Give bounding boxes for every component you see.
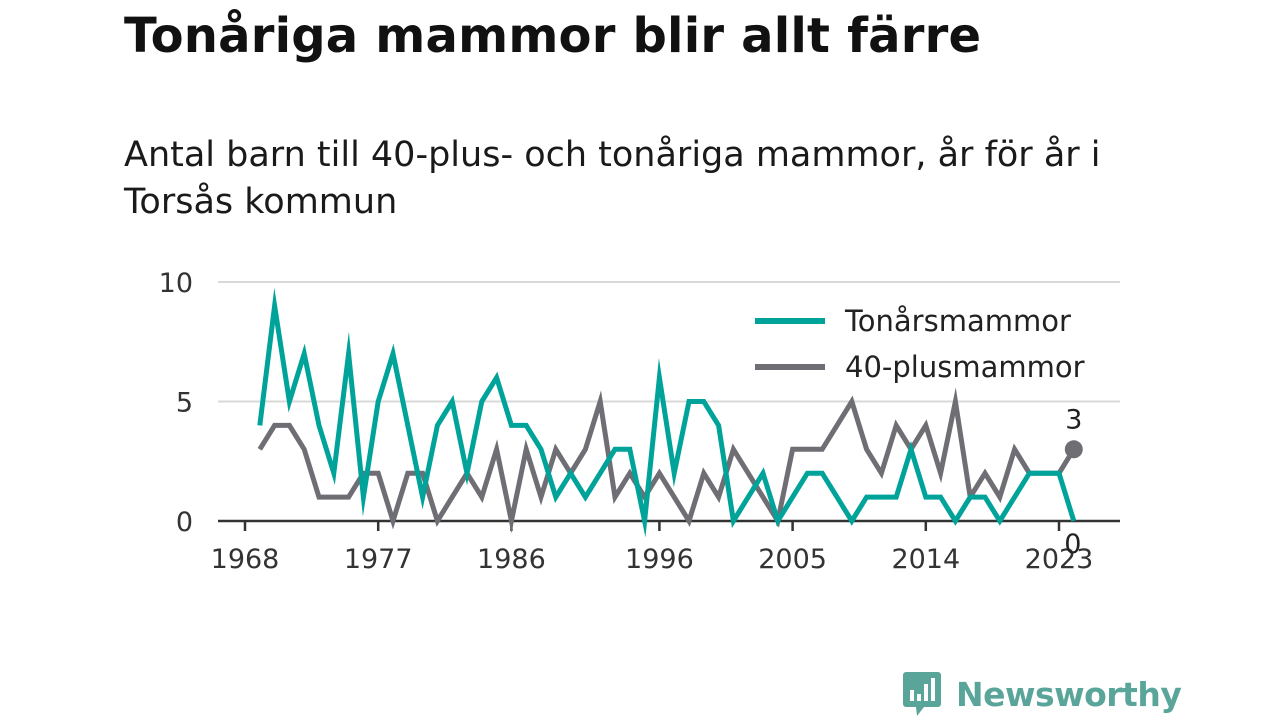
chart-subtitle: Antal barn till 40-plus- och tonåriga ma… (124, 135, 1101, 222)
x-tick-label: 1996 (625, 544, 694, 575)
x-tick-label: 1968 (211, 544, 280, 575)
end-value-label: 3 (1065, 404, 1082, 435)
legend-label-0: Tonårsmammor (844, 304, 1071, 338)
x-axis-labels: 1968 1977 1986 1996 2005 2014 2023 (211, 544, 1094, 575)
x-tick-label: 2005 (758, 544, 827, 575)
x-tick-label: 2014 (891, 544, 960, 575)
chart-title: Tonåriga mammor blir allt färre (124, 8, 982, 64)
bar-chart-speech-bubble-icon (903, 672, 941, 716)
x-tick-label: 2023 (1025, 544, 1094, 575)
y-tick-label: 10 (159, 268, 193, 299)
x-axis (218, 519, 1120, 531)
brand-name: Newsworthy (956, 674, 1182, 714)
y-axis-labels: 0 5 10 (159, 268, 193, 538)
series-line-0 (257, 287, 1077, 538)
series-lines (257, 287, 1077, 538)
end-value-label: 0 (1064, 529, 1081, 560)
y-tick-label: 0 (176, 507, 193, 538)
y-tick-label: 5 (176, 388, 193, 419)
legend-label-1: 40-plusmammor (845, 350, 1085, 384)
brand-logo: Newsworthy (902, 670, 1182, 718)
series-line-1 (257, 387, 1076, 534)
x-tick-label: 1986 (477, 544, 546, 575)
end-annotations: 30 (1064, 404, 1083, 560)
end-point-marker (1064, 440, 1083, 459)
x-tick-label: 1977 (344, 544, 413, 575)
grid-lines (218, 281, 1120, 403)
legend: Tonårsmammor 40-plusmammor (755, 304, 1085, 384)
